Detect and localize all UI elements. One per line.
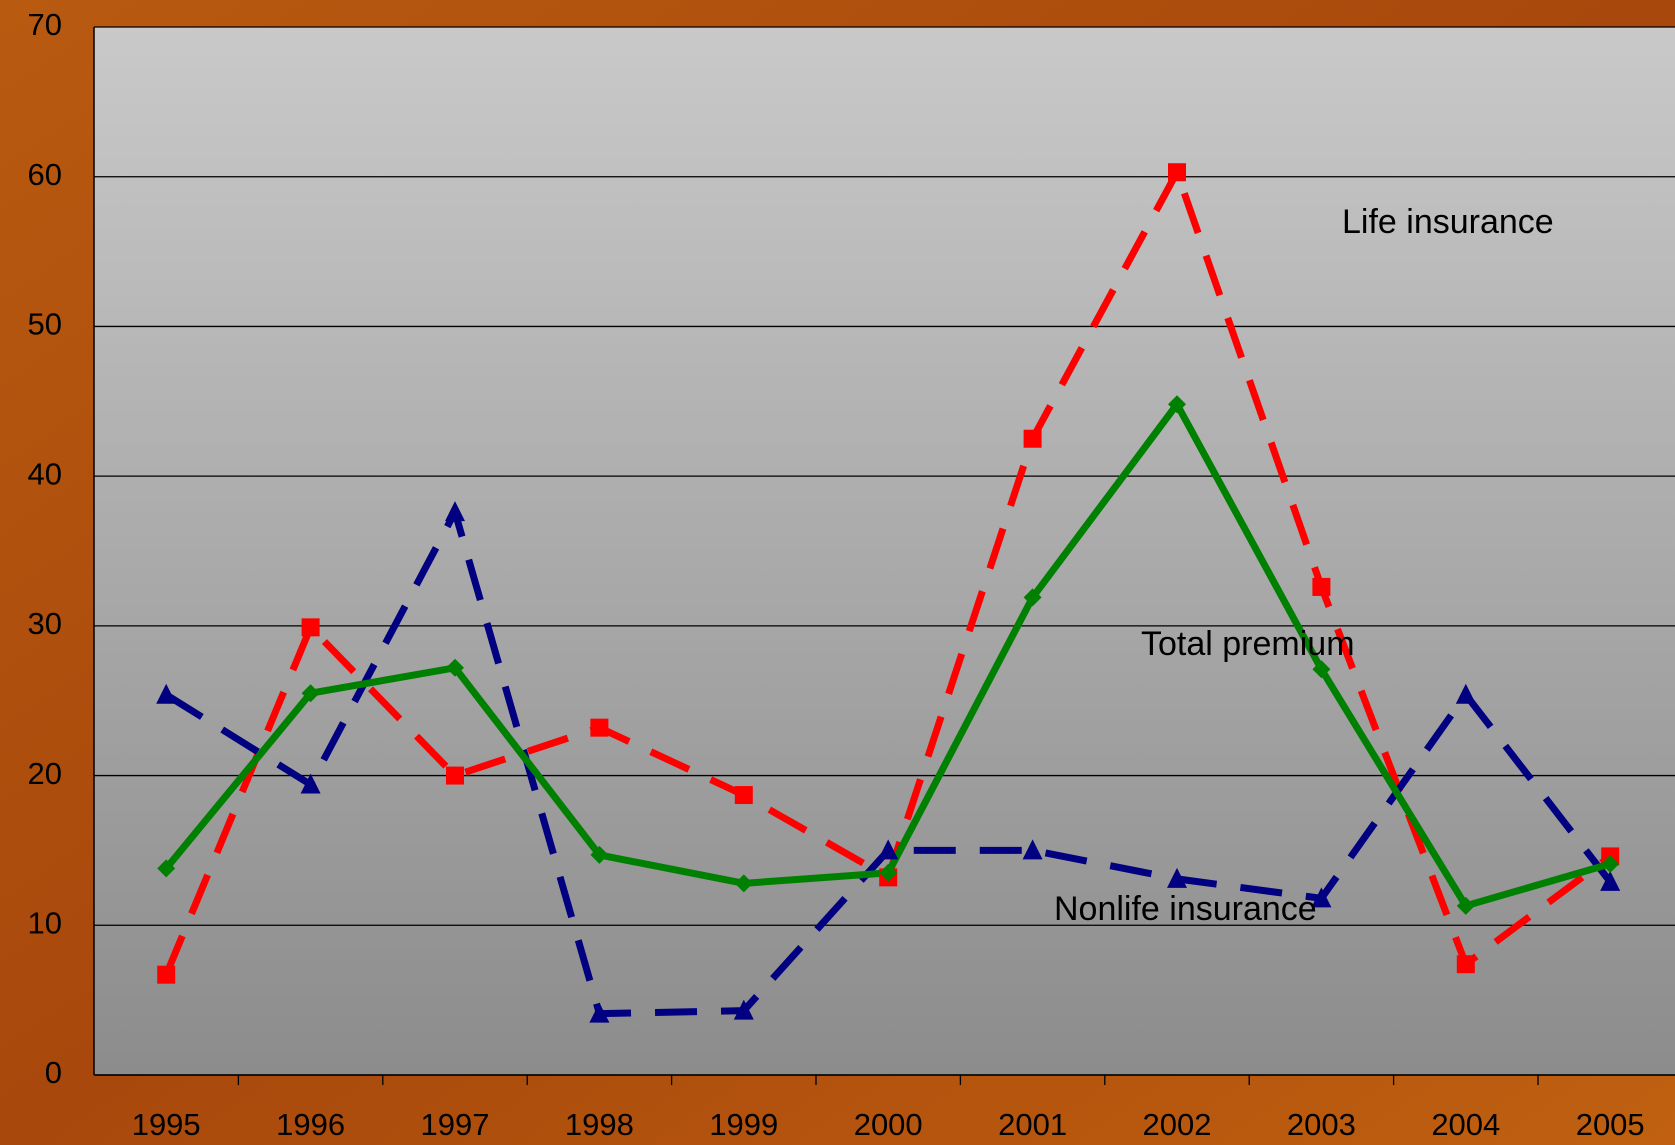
marker <box>734 874 753 893</box>
y-tick-label: 10 <box>28 905 62 940</box>
y-tick-label: 60 <box>28 157 62 192</box>
y-tick-label: 0 <box>45 1055 62 1090</box>
marker <box>1023 429 1042 448</box>
marker <box>1168 163 1186 182</box>
marker <box>445 501 465 522</box>
x-tick-label: 1998 <box>565 1107 634 1142</box>
marker <box>734 786 753 805</box>
marker <box>1312 660 1331 679</box>
y-tick-label: 30 <box>28 606 62 641</box>
x-tick-label: 2002 <box>1143 1107 1212 1142</box>
marker <box>446 766 464 785</box>
marker <box>1600 870 1621 891</box>
x-tick-label: 2001 <box>998 1107 1067 1142</box>
marker <box>157 859 176 878</box>
marker <box>1167 867 1187 888</box>
x-tick-label: 2004 <box>1431 1107 1500 1142</box>
marker <box>1022 839 1043 860</box>
marker <box>1023 588 1042 607</box>
x-tick-label: 2000 <box>854 1107 923 1142</box>
annotation: Nonlife insurance <box>1054 890 1317 928</box>
marker <box>1456 896 1475 915</box>
plot-area <box>94 27 1675 1075</box>
marker <box>446 658 464 677</box>
marker <box>590 845 609 864</box>
marker <box>157 965 176 984</box>
marker <box>1311 887 1332 908</box>
annotation: Life insurance <box>1342 203 1554 241</box>
y-tick-label: 40 <box>28 456 62 491</box>
marker <box>1456 955 1475 974</box>
x-tick-label: 1999 <box>709 1107 778 1142</box>
x-tick-label: 1996 <box>276 1107 345 1142</box>
x-tick-label: 1995 <box>132 1107 201 1142</box>
x-tick-label: 2005 <box>1576 1107 1645 1142</box>
annotation: Total premium <box>1141 625 1355 663</box>
marker <box>301 618 320 637</box>
marker <box>1601 854 1620 873</box>
marker <box>1312 577 1331 596</box>
marker <box>589 1002 610 1023</box>
marker <box>1455 683 1476 704</box>
x-tick-label: 2003 <box>1287 1107 1356 1142</box>
marker <box>879 863 898 882</box>
marker <box>300 773 321 794</box>
marker <box>733 999 754 1020</box>
y-tick-label: 50 <box>28 307 62 342</box>
marker <box>156 683 177 704</box>
marker <box>1168 395 1186 414</box>
y-tick-label: 70 <box>28 7 62 42</box>
marker <box>878 839 899 860</box>
marker <box>301 684 320 703</box>
marker <box>590 718 609 737</box>
y-tick-label: 20 <box>28 756 62 791</box>
x-tick-label: 1997 <box>421 1107 490 1142</box>
